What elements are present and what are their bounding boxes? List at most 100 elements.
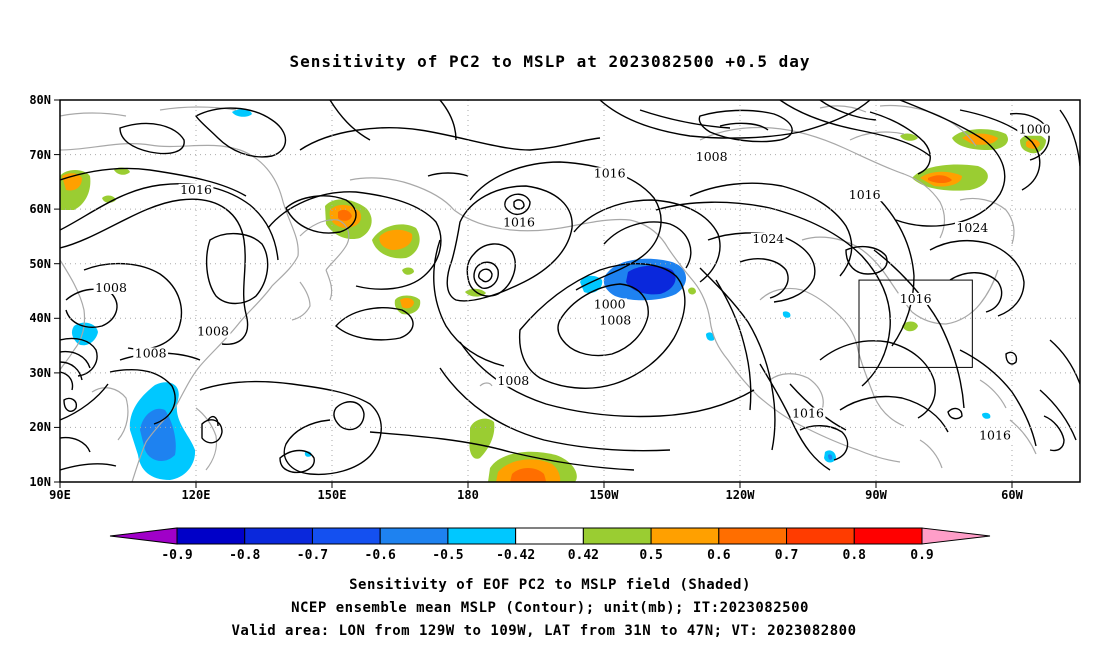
shade-negative-ne-pacific-core [626, 265, 676, 295]
lon-label: 90E [49, 488, 71, 502]
contour-label-bg [1091, 364, 1100, 376]
colorbar-segment [582, 527, 652, 545]
shade-positive-bering-core [379, 229, 413, 250]
lat-label: 20N [29, 420, 51, 434]
lon-label: 120W [726, 488, 756, 502]
caption: Sensitivity of EOF PC2 to MSLP field (Sh… [231, 577, 856, 639]
map-background [60, 100, 1080, 482]
shade-negative-sw-us [706, 332, 715, 341]
lon-label: 150W [590, 488, 620, 502]
caption-line-3: Valid area: LON from 129W to 109W, LAT f… [231, 623, 856, 639]
lon-axis-labels: 90E 120E 150E 180 150W 120W 90W 60W [49, 488, 1023, 502]
mslp-contours [60, 100, 1080, 476]
map-frame [59, 99, 1081, 483]
map-panel: 1016 1016 1008 1016 1000 1016 1016 1024 1024 1016… [29, 93, 1100, 502]
contour-label-bg [133, 347, 169, 360]
lon-label: 90W [865, 488, 887, 502]
colorbar: -0.9 -0.8 -0.7 -0.6 -0.5 -0.42 0.42 0.5 0.6 0.7 0.… [109, 527, 991, 563]
lat-label: 50N [29, 257, 51, 271]
colorbar-segment [244, 527, 313, 545]
colorbar-label: -0.7 [297, 548, 328, 563]
colorbar-label: -0.8 [229, 548, 260, 563]
colorbar-left-triangle [109, 527, 178, 545]
contour-label-bg [898, 292, 934, 305]
colorbar-label: 0.5 [639, 548, 662, 563]
colorbar-label: -0.9 [161, 548, 192, 563]
contour-label-bg [954, 221, 990, 234]
shade-positive-hawaii-west [469, 418, 495, 459]
contour-label: 1008 [95, 280, 127, 295]
lat-label: 40N [29, 311, 51, 325]
contour-label: 1016 [979, 427, 1011, 442]
contour-label-bg [847, 189, 883, 202]
colorbar-right-triangle [921, 527, 991, 545]
contour-label: 1016 [180, 182, 212, 197]
contour-label: 1016 [1092, 362, 1100, 377]
lat-label: 60N [29, 202, 51, 216]
contour-label: 1024 [752, 231, 784, 246]
lon-label: 150E [318, 488, 347, 502]
contour-label: 1016 [503, 215, 535, 230]
shade-negative-west [232, 109, 252, 117]
gridlines [60, 100, 1080, 482]
colorbar-labels: -0.9 -0.8 -0.7 -0.6 -0.5 -0.42 0.42 0.5 0.6 0.7 0.… [161, 548, 933, 563]
contour-labels: 1016 1016 1008 1016 1000 1016 1016 1024 1024 1016… [93, 122, 1100, 442]
shade-positive-greenland-center [928, 175, 952, 183]
contour-label-bg [750, 232, 786, 245]
contour-label: 1008 [599, 313, 631, 328]
contour-label: 1008 [135, 345, 167, 360]
colorbar-segment [786, 527, 855, 545]
colorbar-label: -0.42 [496, 548, 535, 563]
contour-label: 1016 [792, 406, 824, 421]
shade-positive-atlantic [902, 321, 918, 332]
contour-label-bg [495, 374, 531, 387]
shade-positive-north-pacific-a-core [400, 297, 414, 309]
shade-negative-atlantic [982, 412, 991, 419]
coastlines [60, 104, 1037, 482]
colorbar-segments [176, 527, 923, 545]
colorbar-label: 0.9 [910, 548, 933, 563]
lon-label: 60W [1001, 488, 1023, 502]
contour-label: 1024 [956, 220, 988, 235]
shade-positive-nw-us [688, 287, 696, 295]
contour-label: 1016 [594, 165, 626, 180]
colorbar-label: 0.8 [843, 548, 867, 563]
contour-label-bg [93, 282, 129, 294]
contour-label-bg [1017, 123, 1053, 136]
shade-positive-arctic-small [900, 133, 918, 141]
contour-label: 1000 [1019, 122, 1051, 137]
colorbar-segment [176, 527, 246, 545]
contour-label: 1008 [497, 373, 529, 388]
contour-label-bg [790, 407, 826, 420]
contour-label-bg [597, 314, 633, 327]
contour-label: 1008 [197, 324, 229, 339]
colorbar-label: -0.5 [432, 548, 463, 563]
lat-label: 80N [29, 93, 51, 107]
colorbar-segment [379, 527, 449, 545]
contour-label: 1016 [900, 291, 932, 306]
lat-label: 70N [29, 148, 51, 162]
contour-label-bg [592, 298, 628, 311]
shade-negative-mexico-core [828, 454, 833, 460]
colorbar-segment [650, 527, 720, 545]
colorbar-segment [853, 527, 923, 545]
shade-positive-kamchatka-center [338, 209, 352, 221]
colorbar-label: 0.7 [775, 548, 798, 563]
valid-area-box [858, 279, 973, 368]
contour-label: 1008 [696, 149, 728, 164]
shade-positive-arctic-east-core [962, 133, 998, 145]
contour-label-bg [178, 183, 214, 196]
colorbar-segment [515, 527, 584, 545]
shade-negative-south-china-sea-core [140, 408, 176, 462]
contour-label: 1016 [849, 187, 881, 202]
shaded-sensitivity [60, 109, 1046, 482]
contour-label: 1000 [594, 296, 626, 311]
contour-label-bg [195, 325, 231, 338]
contour-label-bg [694, 151, 730, 164]
lat-axis-labels: 80N 70N 60N 50N 40N 30N 20N 10N [29, 93, 51, 489]
colorbar-segment [447, 527, 517, 545]
colorbar-segment [311, 527, 381, 545]
colorbar-segment [718, 527, 788, 545]
contour-label-bg [501, 216, 537, 229]
